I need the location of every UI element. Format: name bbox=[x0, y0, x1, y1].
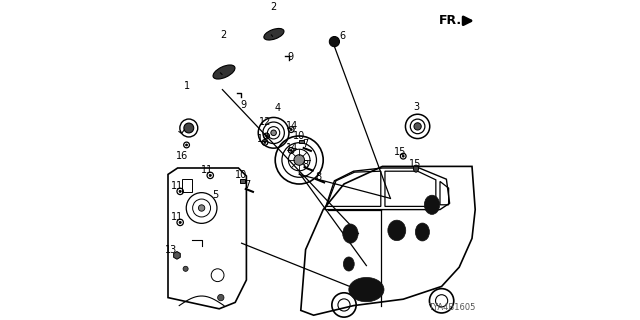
Text: 13: 13 bbox=[165, 245, 177, 255]
Text: TYA4B1605: TYA4B1605 bbox=[428, 303, 475, 312]
Text: 2: 2 bbox=[220, 29, 226, 40]
Text: 12: 12 bbox=[257, 134, 269, 144]
Text: 4: 4 bbox=[275, 103, 281, 113]
Ellipse shape bbox=[388, 220, 406, 241]
Circle shape bbox=[184, 123, 194, 133]
Text: 8: 8 bbox=[315, 172, 321, 182]
Circle shape bbox=[179, 221, 181, 223]
Text: 9: 9 bbox=[241, 100, 247, 110]
Circle shape bbox=[209, 174, 211, 177]
Text: 16: 16 bbox=[175, 151, 188, 161]
Text: 8: 8 bbox=[303, 160, 308, 170]
Circle shape bbox=[271, 130, 276, 136]
Circle shape bbox=[218, 294, 224, 301]
Ellipse shape bbox=[343, 224, 358, 243]
Bar bbox=[299, 140, 304, 143]
Text: 7: 7 bbox=[244, 180, 250, 190]
Bar bbox=[182, 179, 192, 192]
Circle shape bbox=[264, 141, 266, 143]
Circle shape bbox=[186, 144, 188, 146]
Ellipse shape bbox=[343, 257, 355, 271]
Text: 15: 15 bbox=[394, 147, 407, 157]
Circle shape bbox=[266, 135, 268, 137]
Circle shape bbox=[290, 149, 292, 151]
Text: 7: 7 bbox=[303, 139, 308, 149]
Ellipse shape bbox=[213, 65, 235, 79]
Ellipse shape bbox=[349, 277, 384, 302]
Text: 5: 5 bbox=[212, 189, 218, 200]
Circle shape bbox=[414, 123, 421, 130]
Circle shape bbox=[402, 155, 404, 157]
Circle shape bbox=[179, 190, 181, 193]
Circle shape bbox=[183, 266, 188, 271]
Text: 3: 3 bbox=[413, 102, 419, 112]
Text: 12: 12 bbox=[259, 117, 272, 127]
Text: 1: 1 bbox=[184, 81, 190, 91]
Circle shape bbox=[294, 155, 305, 165]
Text: 2: 2 bbox=[270, 2, 276, 12]
Text: FR.: FR. bbox=[438, 14, 462, 27]
Text: 10: 10 bbox=[234, 170, 247, 180]
Text: 6: 6 bbox=[339, 31, 346, 41]
Ellipse shape bbox=[264, 28, 284, 40]
Text: 14: 14 bbox=[286, 121, 298, 131]
Text: 15: 15 bbox=[409, 159, 422, 169]
Text: 11: 11 bbox=[170, 212, 183, 222]
Text: 10: 10 bbox=[293, 131, 305, 141]
Circle shape bbox=[198, 205, 205, 211]
Text: 14: 14 bbox=[286, 143, 298, 153]
Text: 11: 11 bbox=[170, 181, 183, 191]
Circle shape bbox=[329, 36, 339, 47]
Text: 9: 9 bbox=[287, 52, 294, 62]
Circle shape bbox=[290, 129, 292, 131]
Ellipse shape bbox=[415, 223, 429, 241]
Ellipse shape bbox=[413, 165, 419, 172]
Text: 11: 11 bbox=[201, 165, 214, 175]
Bar bbox=[240, 179, 246, 183]
Ellipse shape bbox=[424, 195, 440, 214]
